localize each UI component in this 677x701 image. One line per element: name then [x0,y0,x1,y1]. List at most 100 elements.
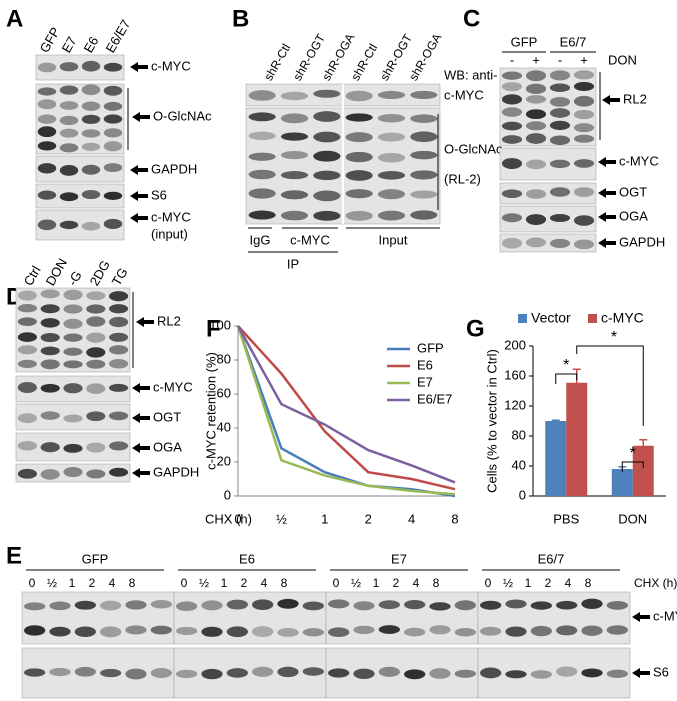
arrow [598,157,616,167]
blot-band [410,90,438,100]
y-tick-label: 100 [209,317,231,332]
blot-band [410,190,438,199]
blot-band [109,467,129,477]
x-tick-label: ½ [276,511,287,526]
blot-band [17,468,37,479]
error-bar [551,419,560,421]
blot-band [252,666,274,677]
blot-band [378,625,400,634]
bracket [576,345,644,426]
blot-band [404,599,426,610]
blot-band [480,600,502,610]
x-tick-label: 0 [234,511,241,526]
blot-band [63,383,83,394]
y-tick-label: 40 [217,419,231,434]
significance: * [630,445,636,462]
blot-band [37,163,57,174]
blot-band [37,126,57,138]
x-tick-label: 1 [321,511,328,526]
lane-label: -G [65,268,85,288]
band-label: O-GlcNAc [153,108,212,123]
band-label: OGA [619,208,648,223]
band-label: (RL-2) [444,171,481,186]
y-tick-label: 0 [519,487,526,502]
lane-label: 2 [545,576,552,590]
blot-band [328,668,350,678]
group-label: IP [287,256,299,271]
blot-band [573,109,595,120]
blot-band [252,599,274,611]
lane-label: 8 [433,576,440,590]
blot-band [410,210,438,220]
x-tick-label: 2 [365,511,372,526]
blot-band [581,668,603,678]
significance: * [563,357,569,374]
blot [477,647,631,699]
blot-band [37,62,57,73]
blot-band [59,128,79,138]
blot-band [17,359,37,369]
blot-band [24,602,46,611]
band-label: GAPDH [153,464,199,479]
lane-label: GFP [37,25,63,56]
blot-band [525,121,547,131]
group-label: E7 [391,551,407,566]
blot-band [248,210,276,220]
blot-band [37,114,57,124]
blot-band [549,96,571,107]
band-label: O-GlcNAc [444,141,503,156]
blot-band [556,625,578,636]
blot-band [248,169,276,180]
blot-band [549,187,571,197]
blot-band [81,164,101,175]
legend-swatch [588,314,597,323]
blot [325,591,479,645]
y-tick-label: 80 [217,351,231,366]
blot-band [103,218,123,230]
blot-band [37,219,57,231]
blot-band [63,289,83,301]
blot-band [81,84,101,96]
y-tick-label: 0 [224,487,231,502]
blot [499,233,597,253]
blot-band [280,132,309,141]
blot-band [103,128,123,138]
blot-band [549,238,571,248]
band-label: OGT [619,184,647,199]
blot-band [201,600,223,611]
blot-band [226,599,248,610]
blot-band [103,101,123,111]
bar [545,421,567,496]
blot-band [248,152,276,161]
blot-band [573,187,595,197]
blot-band [429,668,451,679]
blot-band [40,359,60,370]
blot-band [248,112,276,122]
blot-band [103,114,123,124]
lane-label: 1 [69,576,76,590]
arrow [632,668,650,678]
blot-band [37,190,57,200]
lane-label: ½ [351,576,361,590]
blot [325,647,479,699]
blot-band [86,304,106,314]
blot-band [74,666,96,677]
blot-band [377,152,406,163]
blot-band [63,443,83,453]
blot-band [109,441,129,451]
wb-label: c-MYC [444,87,484,102]
blot-band [345,210,373,221]
blot-band [353,668,375,679]
blot-band [86,383,106,394]
blot-band [313,89,341,98]
blot-band [109,304,129,314]
blot-band [81,129,101,138]
blot-band [59,101,79,110]
blot-band [353,625,375,635]
blot-band [302,601,324,611]
blot-band [63,414,83,423]
blot-band [328,627,350,638]
blot-band [63,304,83,314]
treatment-label: DON [608,52,637,67]
